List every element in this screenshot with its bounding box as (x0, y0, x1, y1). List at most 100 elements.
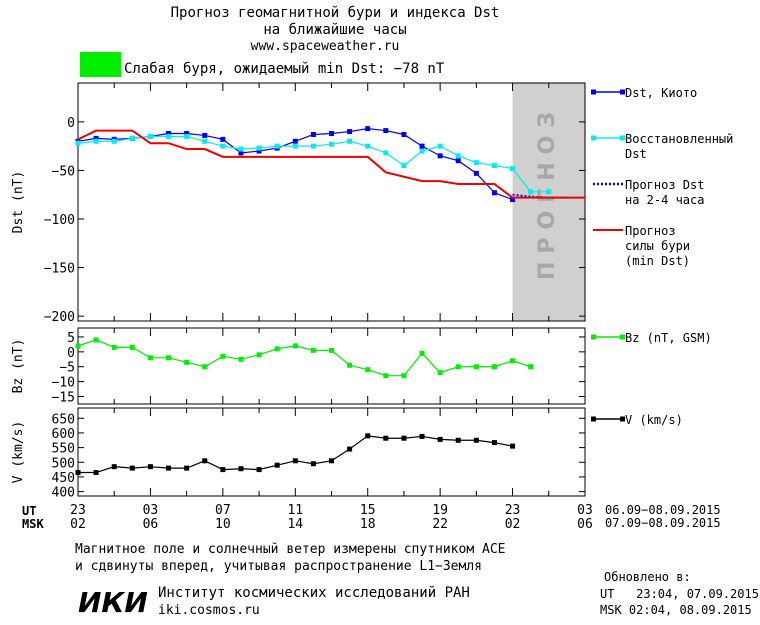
msk-date-range: 07.09−08.09.2015 (605, 516, 721, 530)
data-point (401, 373, 407, 379)
data-point (455, 364, 461, 370)
legend-label: Прогноз силы бури (min Dst) (625, 224, 690, 268)
data-point (419, 148, 425, 154)
institute-url: iki.cosmos.ru (158, 603, 260, 618)
ut-tick-label: 15 (360, 503, 376, 518)
data-point (111, 138, 117, 144)
data-point (256, 352, 262, 358)
data-point (202, 364, 208, 370)
ut-tick-label: 23 (70, 503, 86, 518)
data-point (546, 189, 552, 195)
data-point (129, 465, 135, 471)
y-tick-label: −5 (59, 361, 75, 376)
data-point (347, 362, 353, 368)
y-tick-label: 0 (67, 346, 75, 361)
data-point (491, 163, 497, 169)
series-line (77, 129, 585, 199)
data-point (419, 143, 425, 149)
data-point (256, 467, 262, 473)
data-point (184, 131, 190, 137)
data-point (419, 350, 425, 356)
data-point (93, 470, 99, 476)
data-point (220, 136, 226, 142)
data-point (491, 440, 497, 446)
ut-tick-label: 03 (577, 503, 593, 518)
data-point (238, 146, 244, 152)
data-point (491, 364, 497, 370)
y-tick-label: 600 (52, 427, 75, 442)
data-point (274, 346, 280, 352)
source-url: www.spaceweather.ru (251, 39, 400, 54)
data-point (129, 344, 135, 350)
data-point (292, 458, 298, 464)
data-point (202, 132, 208, 138)
data-point (401, 131, 407, 137)
legend-marker (620, 334, 625, 340)
data-point (147, 133, 153, 139)
data-point (383, 128, 389, 134)
y-tick-label: 650 (52, 412, 75, 427)
data-point (238, 466, 244, 472)
data-point (256, 145, 262, 151)
legend-label: Dst, Киото (625, 86, 697, 100)
institute-name: Институт космических исследований РАН (158, 585, 470, 601)
msk-tick-label: 22 (432, 517, 448, 532)
data-point (455, 153, 461, 159)
ut-date-range: 06.09−08.09.2015 (605, 503, 721, 517)
data-point (166, 355, 172, 361)
data-point (437, 153, 443, 159)
legend-marker (620, 135, 625, 141)
data-point (220, 467, 226, 473)
ut-tick-label: 07 (215, 503, 231, 518)
data-point (220, 353, 226, 359)
legend-marker (620, 89, 625, 95)
forecast-region (512, 83, 585, 321)
measurement-note-2: и сдвинуты вперед, учитывая распростране… (75, 559, 482, 574)
y-tick-label: 400 (52, 486, 75, 501)
ut-tick-label: 19 (432, 503, 448, 518)
data-point (365, 433, 371, 439)
legend-label: Прогноз Dst на 2-4 часа (625, 178, 704, 207)
data-point (166, 131, 172, 137)
y-axis-label: V (km/s) (11, 421, 26, 484)
data-point (473, 437, 479, 443)
msk-tick-label: 06 (577, 517, 593, 532)
y-tick-label: 0 (67, 116, 75, 131)
y-tick-label: −150 (44, 262, 75, 277)
msk-tick-label: 14 (287, 517, 303, 532)
msk-tick-label: 02 (70, 517, 86, 532)
updated-ut: UT 23:04, 07.09.2015 (600, 587, 759, 601)
data-point (238, 356, 244, 362)
plot-frame (77, 327, 586, 405)
data-point (111, 344, 117, 350)
data-point (510, 358, 516, 364)
data-point (166, 465, 172, 471)
msk-axis-label: MSK (22, 517, 44, 531)
data-point (166, 133, 172, 139)
data-point (347, 129, 353, 135)
data-point (274, 143, 280, 149)
data-point (256, 148, 262, 154)
data-point (93, 135, 99, 141)
series-line (78, 435, 513, 474)
legend-marker (620, 416, 625, 422)
data-point (93, 337, 99, 343)
msk-tick-label: 10 (215, 517, 231, 532)
updated-msk: MSK 02:04, 08.09.2015 (600, 603, 752, 617)
data-point (202, 138, 208, 144)
data-point (93, 138, 99, 144)
page-subtitle: на ближайшие часы (263, 22, 406, 38)
data-point (528, 189, 534, 195)
msk-tick-label: 18 (360, 517, 376, 532)
time-tick-labels: 23 03 07 11 15 19 23 03 02 06 10 14 18 22 02 06 (70, 503, 593, 532)
data-point (184, 133, 190, 139)
y-tick-label: −200 (44, 310, 75, 325)
data-point (365, 143, 371, 149)
data-point (383, 150, 389, 156)
data-point (292, 343, 298, 349)
y-tick-label: 500 (52, 456, 75, 471)
legend-marker (591, 135, 596, 141)
